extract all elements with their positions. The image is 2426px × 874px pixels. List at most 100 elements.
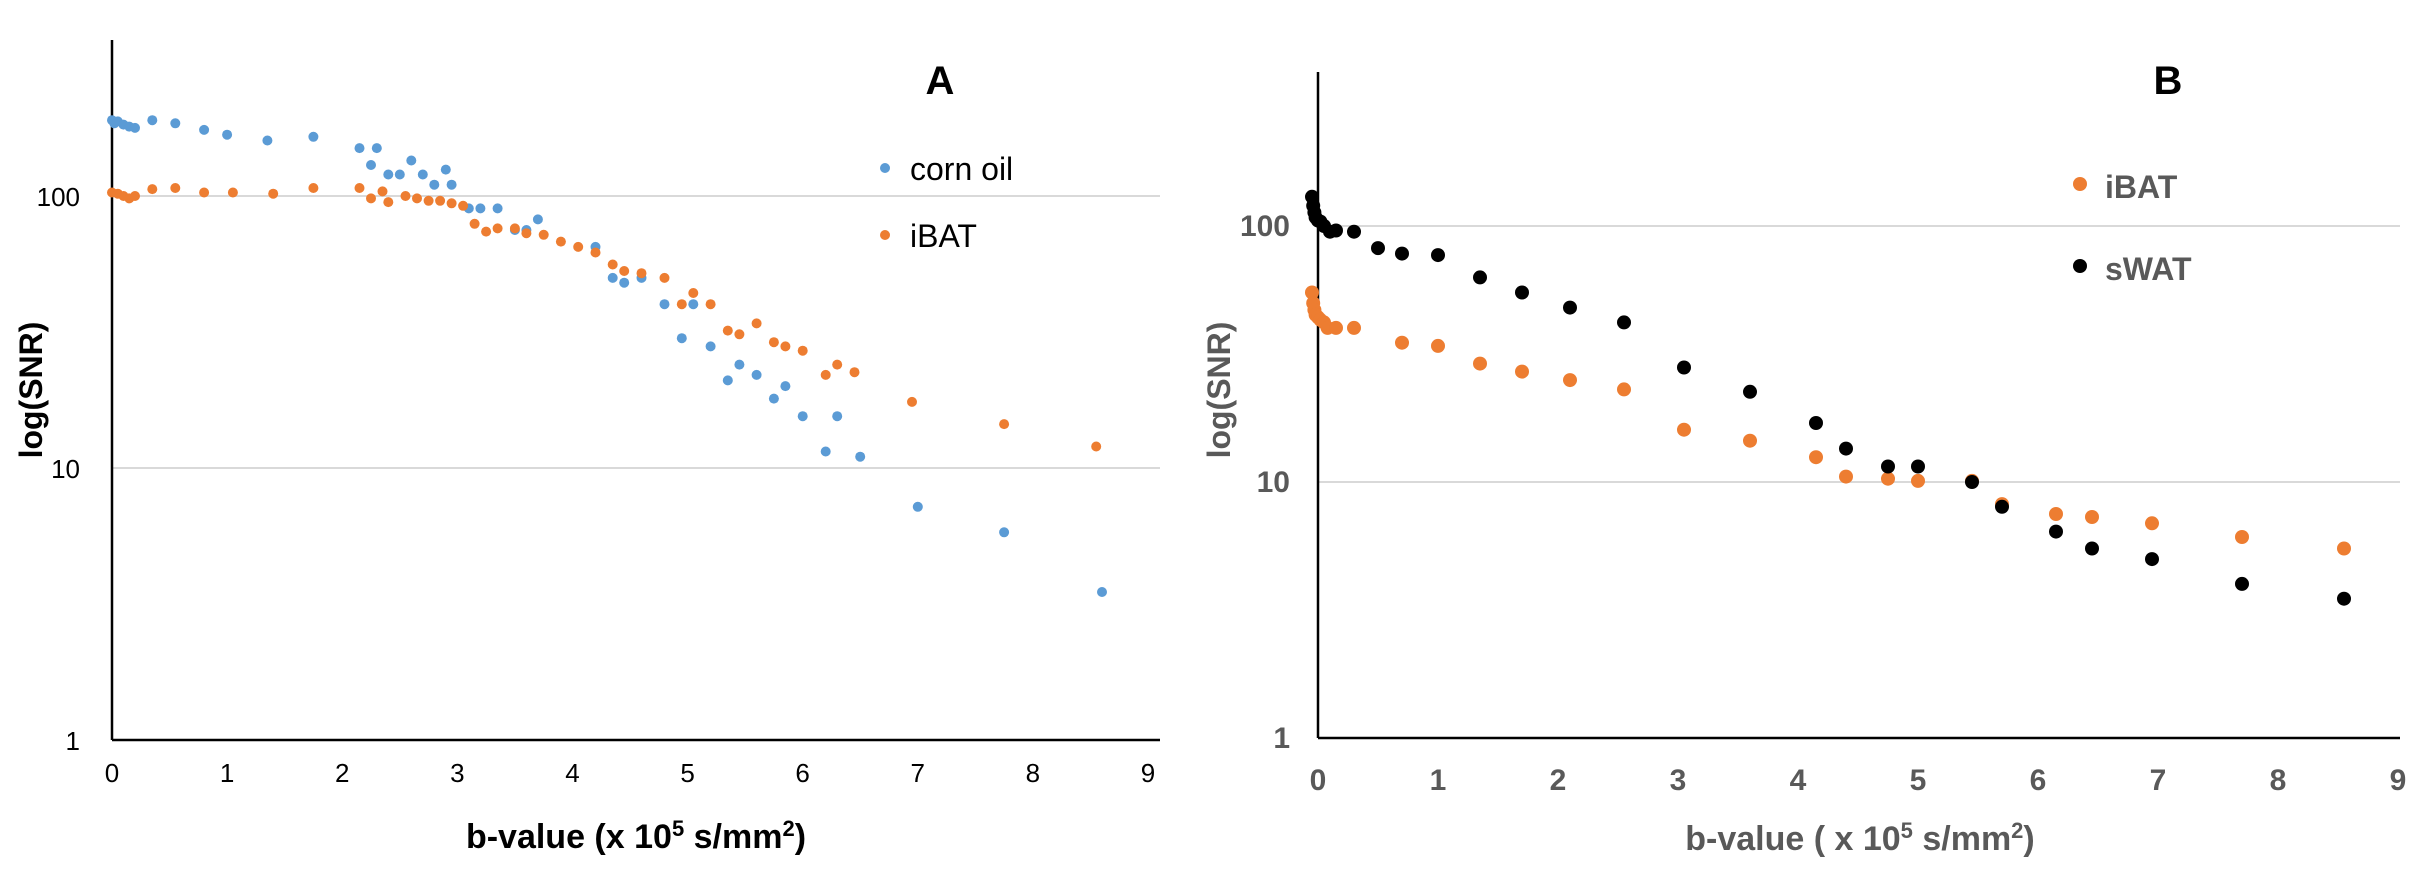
x-tick-label-b-9: 9 [2390, 764, 2407, 797]
legend-marker-ibat-a [880, 230, 890, 240]
point-b-swat-21 [1881, 459, 1895, 474]
point-b-ibat-28 [2337, 541, 2351, 556]
point-b-swat-22 [1911, 459, 1925, 474]
point-a-ibat-21 [469, 218, 480, 229]
point-b-swat-12 [1431, 248, 1445, 263]
point-a-ibat-34 [676, 299, 687, 310]
x-tick-label-b-1: 1 [1430, 764, 1447, 797]
point-a-corn-oil-19 [429, 179, 440, 190]
x-tick-label-b-7: 7 [2150, 764, 2167, 797]
point-b-ibat-10 [1395, 335, 1409, 350]
point-a-corn-oil-23 [475, 203, 486, 214]
point-a-ibat-29 [590, 247, 601, 258]
point-a-corn-oil-13 [366, 160, 376, 170]
point-a-ibat-10 [308, 183, 319, 193]
point-b-ibat-26 [2145, 516, 2159, 531]
point-b-ibat-19 [1839, 469, 1853, 484]
point-a-corn-oil-42 [820, 446, 831, 457]
point-a-ibat-23 [492, 223, 503, 234]
x-tick-label-a-1: 1 [220, 758, 234, 788]
point-a-corn-oil-14 [371, 143, 382, 154]
x-tick-label-b-0: 0 [1310, 764, 1327, 797]
point-a-ibat-32 [636, 268, 647, 279]
point-b-ibat-15 [1617, 382, 1631, 397]
x-tick-labels-a: 0 1 2 3 4 5 6 7 8 9 [105, 758, 1155, 788]
point-a-ibat-38 [734, 329, 745, 340]
point-a-corn-oil-47 [1097, 587, 1107, 597]
point-a-ibat-46 [907, 396, 917, 407]
point-a-corn-oil-17 [406, 155, 417, 166]
point-a-ibat-48 [1091, 441, 1102, 452]
point-a-corn-oil-8 [199, 124, 210, 135]
point-b-ibat-16 [1677, 422, 1691, 437]
point-a-corn-oil-29 [607, 272, 618, 283]
point-a-corn-oil-39 [768, 393, 779, 404]
point-b-swat-19 [1809, 416, 1823, 430]
y-tick-label-a-100: 100 [37, 182, 80, 212]
point-b-ibat-13 [1515, 364, 1529, 379]
point-b-swat-11 [1395, 246, 1409, 261]
point-b-ibat-17 [1743, 433, 1757, 448]
point-a-ibat-25 [521, 228, 532, 239]
point-b-ibat-21 [1911, 473, 1925, 488]
point-b-swat-18 [1743, 384, 1757, 399]
point-a-ibat-43 [820, 369, 831, 380]
point-a-corn-oil-16 [394, 169, 405, 180]
point-b-ibat-14 [1563, 373, 1577, 388]
point-a-ibat-31 [619, 266, 630, 276]
point-a-ibat-26 [538, 229, 549, 240]
point-a-corn-oil-35 [705, 341, 716, 352]
y-tick-label-a-1: 1 [66, 726, 80, 756]
point-b-ibat-8 [1329, 320, 1343, 335]
point-a-ibat-8 [227, 187, 238, 198]
legend-marker-ibat-b [2073, 177, 2087, 191]
point-a-ibat-16 [412, 193, 422, 204]
point-a-ibat-35 [688, 288, 699, 298]
point-b-swat-27 [2145, 552, 2159, 567]
point-b-swat-20 [1839, 441, 1853, 456]
point-a-corn-oil-9 [222, 129, 233, 140]
point-a-ibat-37 [722, 325, 733, 336]
point-b-ibat-12 [1473, 356, 1487, 371]
x-axis-label-b: b-value ( x 105 s/mm2) [1685, 818, 2035, 858]
x-tick-label-a-8: 8 [1026, 758, 1040, 788]
point-a-corn-oil-21 [446, 179, 457, 190]
x-tick-label-b-8: 8 [2270, 764, 2287, 797]
x-tick-label-b-6: 6 [2030, 764, 2047, 797]
y-tick-label-b-100: 100 [1240, 210, 1290, 243]
point-a-ibat-44 [832, 359, 843, 370]
point-a-ibat-13 [377, 186, 388, 197]
point-a-ibat-7 [199, 187, 210, 198]
point-a-corn-oil-24 [492, 203, 503, 214]
point-a-corn-oil-33 [676, 333, 687, 344]
point-a-ibat-17 [423, 195, 434, 206]
point-a-ibat-28 [573, 241, 584, 252]
point-b-ibat-11 [1431, 338, 1445, 353]
point-a-corn-oil-10 [262, 135, 273, 146]
x-tick-label-a-4: 4 [565, 758, 579, 788]
x-tick-label-a-6: 6 [795, 758, 809, 788]
point-a-corn-oil-6 [147, 115, 158, 126]
data-points-a [107, 115, 1107, 597]
point-a-ibat-12 [366, 193, 376, 204]
point-a-ibat-42 [797, 345, 808, 356]
point-b-swat-25 [2049, 524, 2063, 539]
point-a-ibat-24 [509, 223, 520, 234]
point-b-swat-17 [1677, 360, 1691, 375]
data-points-b [1305, 189, 2351, 606]
y-tick-label-b-1: 1 [1273, 722, 1290, 755]
point-b-ibat-9 [1347, 320, 1361, 335]
point-a-ibat-41 [780, 341, 791, 352]
point-a-corn-oil-20 [440, 164, 451, 175]
point-b-ibat-24 [2049, 507, 2063, 521]
point-a-corn-oil-36 [722, 375, 733, 386]
point-a-corn-oil-11 [308, 131, 319, 142]
panel-label-a: A [926, 59, 955, 103]
point-a-ibat-27 [555, 236, 566, 247]
point-a-corn-oil-18 [417, 169, 428, 180]
y-tick-label-b-10: 10 [1257, 466, 1290, 499]
point-b-swat-14 [1515, 285, 1529, 300]
gridlines-a [112, 195, 1160, 469]
